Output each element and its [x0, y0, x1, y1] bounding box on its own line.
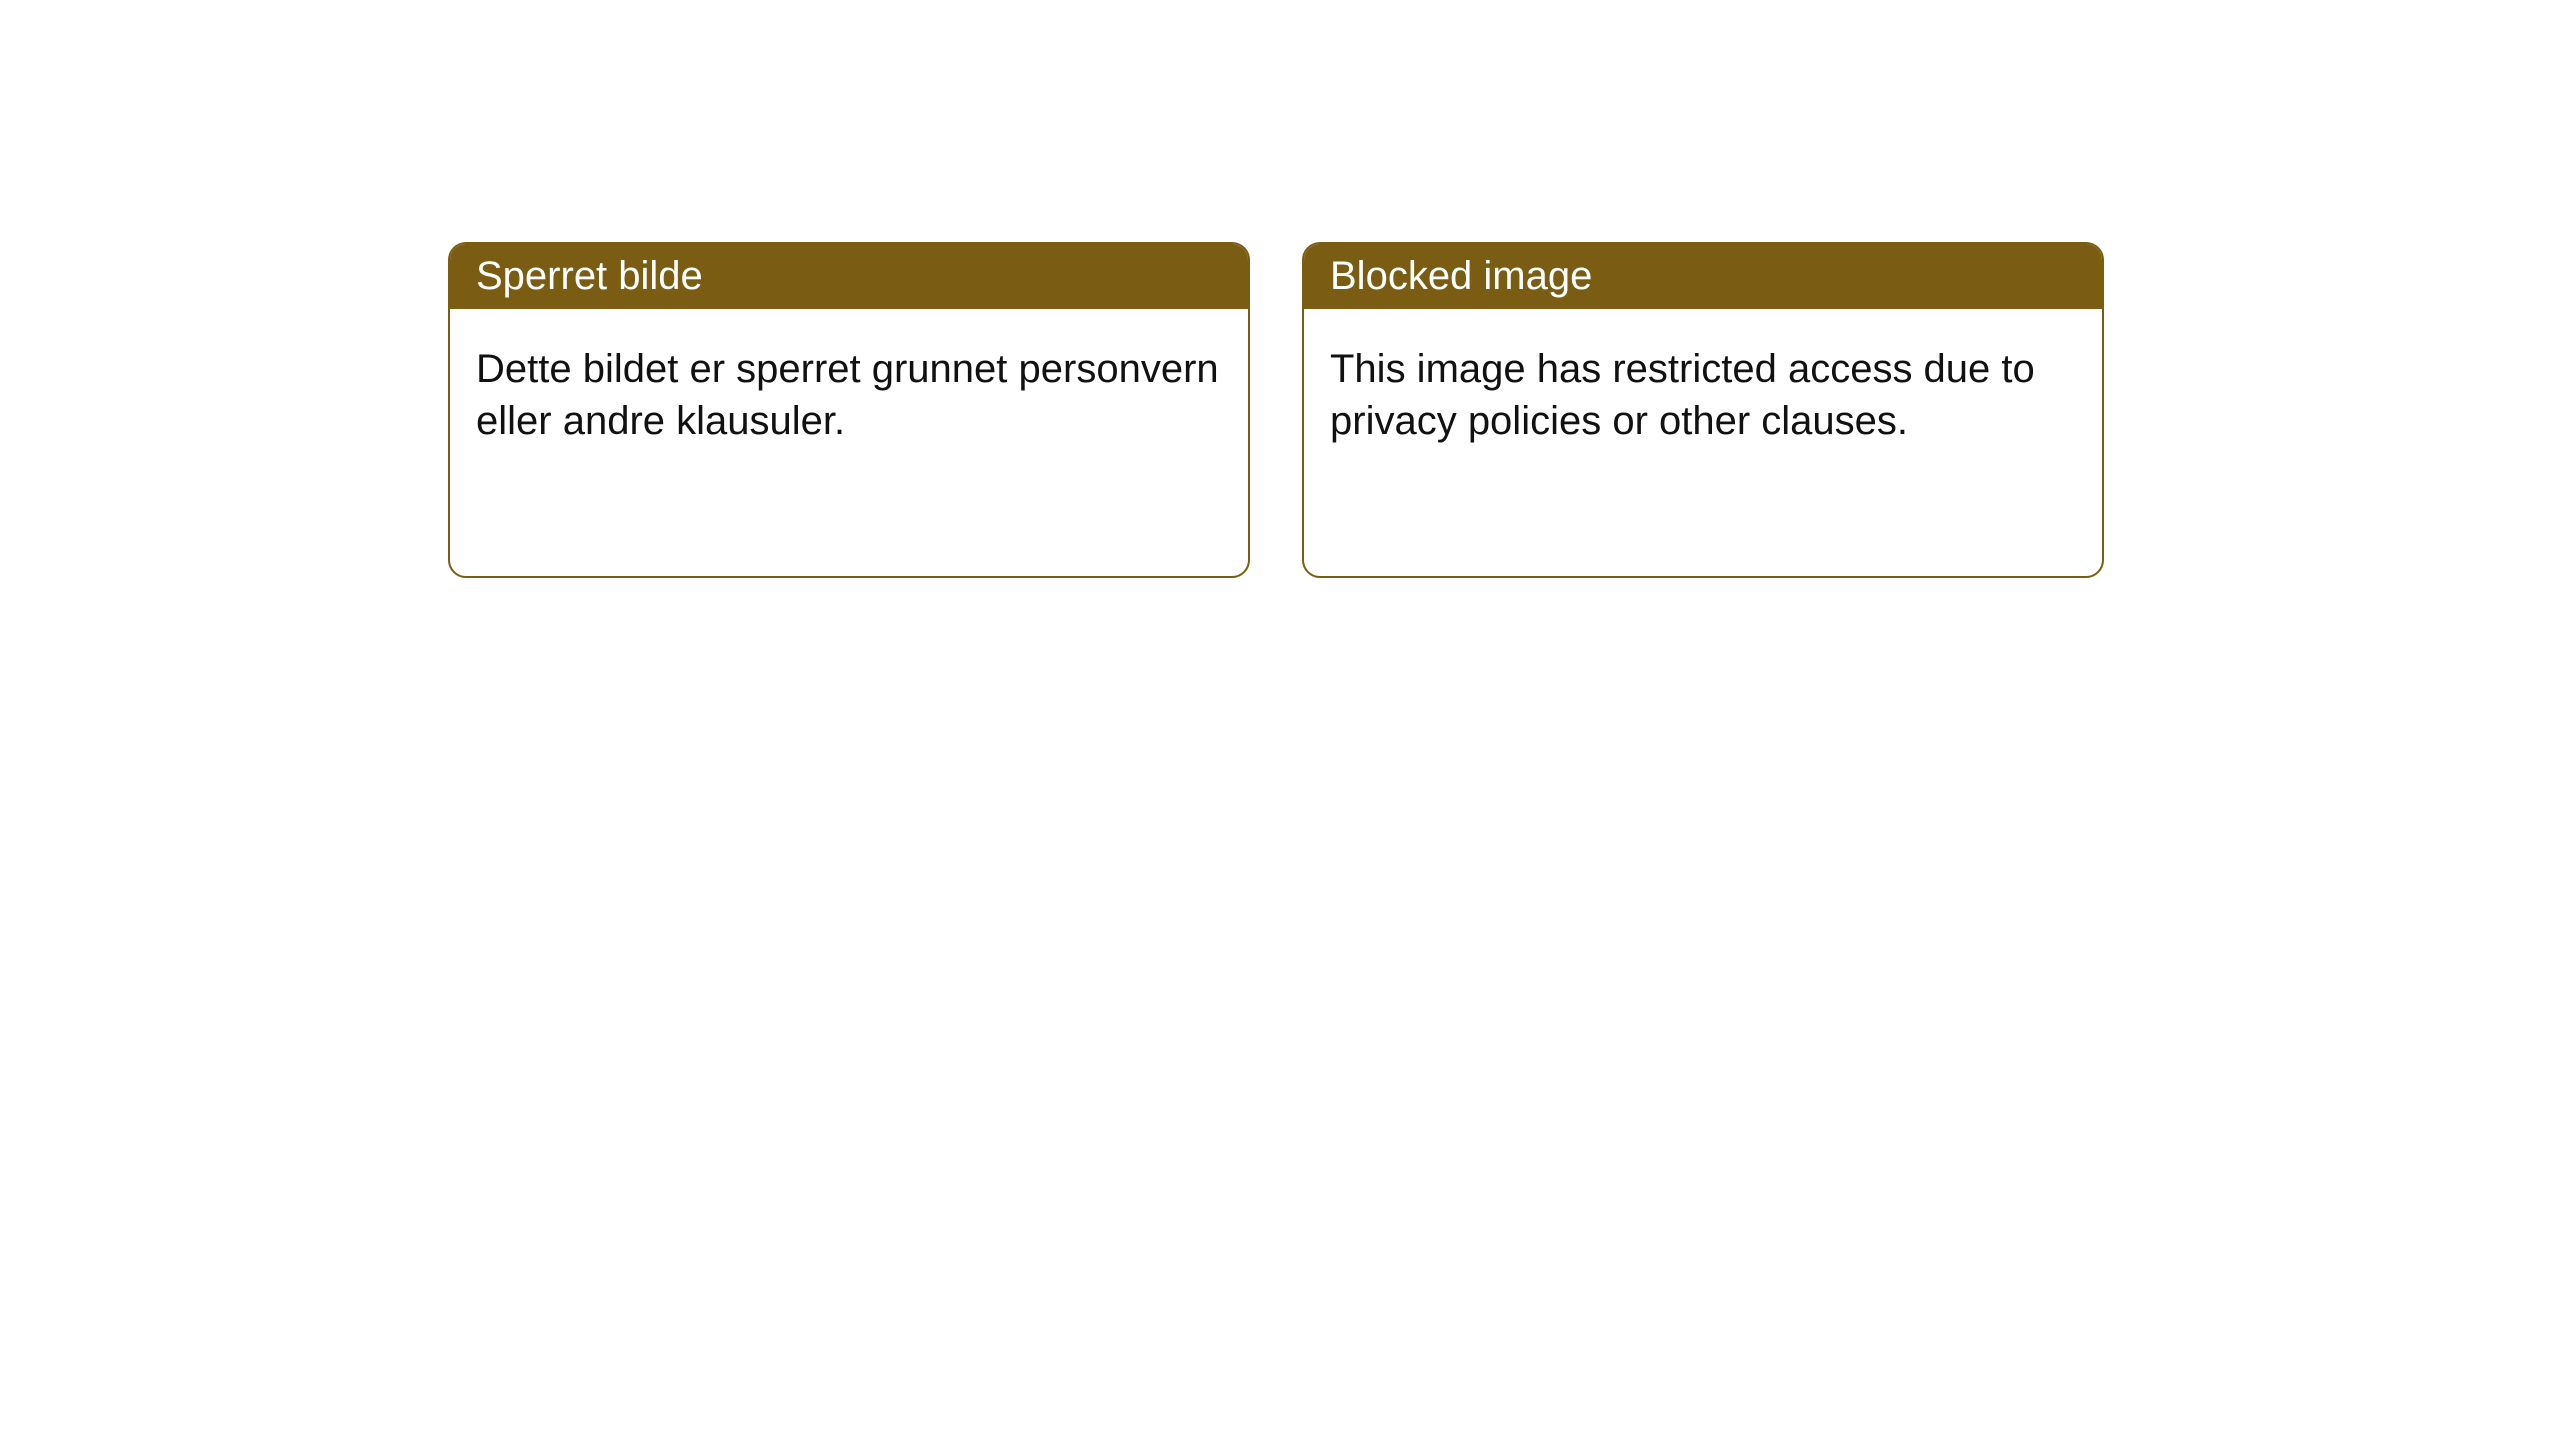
- card-header-text: Sperret bilde: [476, 254, 703, 298]
- card-body: This image has restricted access due to …: [1304, 309, 2102, 481]
- blocked-image-card-no: Sperret bilde Dette bildet er sperret gr…: [448, 242, 1250, 578]
- card-header: Blocked image: [1304, 244, 2102, 309]
- card-body: Dette bildet er sperret grunnet personve…: [450, 309, 1248, 481]
- cards-container: Sperret bilde Dette bildet er sperret gr…: [0, 0, 2560, 578]
- card-body-text: This image has restricted access due to …: [1330, 347, 2035, 443]
- card-header-text: Blocked image: [1330, 254, 1592, 298]
- card-header: Sperret bilde: [450, 244, 1248, 309]
- card-body-text: Dette bildet er sperret grunnet personve…: [476, 347, 1219, 443]
- blocked-image-card-en: Blocked image This image has restricted …: [1302, 242, 2104, 578]
